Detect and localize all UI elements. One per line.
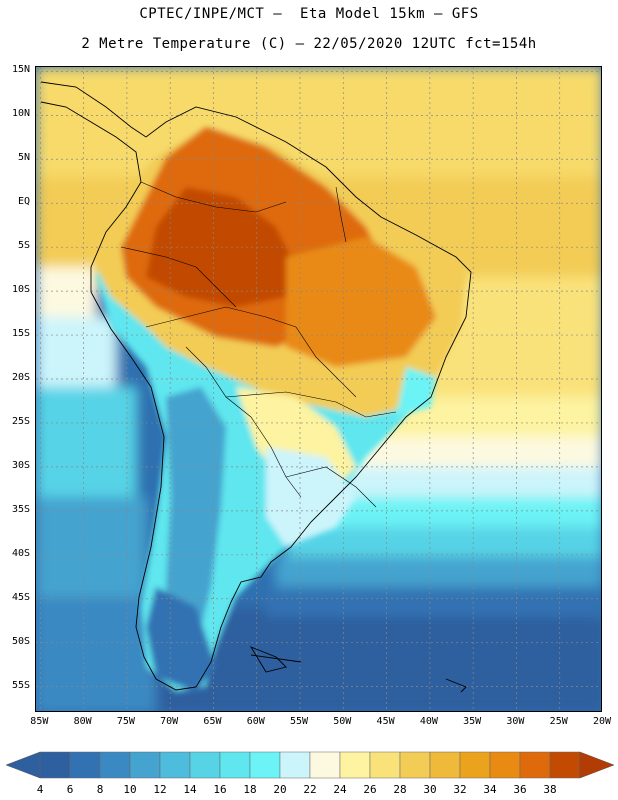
title-line-1: CPTEC/INPE/MCT – Eta Model 15km – GFS (139, 6, 479, 22)
temperature-map (36, 67, 601, 711)
colorbar-segment (249, 751, 281, 779)
lat-label-40s: 40S (11, 547, 30, 559)
colorbar-segment (399, 751, 431, 779)
colorbar-label: 24 (333, 783, 347, 796)
colorbar-segment (159, 751, 191, 779)
lat-label-5s: 5S (17, 240, 30, 252)
lat-label-10s: 10S (11, 284, 30, 296)
lon-label-70w: 70W (160, 716, 179, 727)
lon-label-60w: 60W (246, 716, 265, 727)
colorbar-label: 6 (66, 783, 74, 796)
colorbar-label: 38 (543, 783, 557, 796)
country-borders (120, 181, 397, 508)
colorbar-label: 34 (483, 783, 497, 796)
colorbar-segment (459, 751, 491, 779)
colorbar-segment (369, 751, 401, 779)
colorbar-segment (519, 751, 551, 779)
lon-label-20w: 20W (592, 716, 612, 727)
lon-label-80w: 80W (73, 716, 92, 727)
lon-label-25w: 25W (549, 716, 568, 727)
colorbar-segment (489, 751, 521, 779)
colorbar-segment (69, 751, 101, 779)
lon-label-30w: 30W (506, 716, 525, 727)
coastline (40, 81, 472, 693)
title-line-2: 2 Metre Temperature (C) – 22/05/2020 12U… (81, 36, 537, 52)
lon-label-65w: 65W (203, 716, 222, 727)
lat-label-30s: 30S (11, 459, 30, 471)
colorbar-label: 36 (513, 783, 527, 796)
colorbar-segment (339, 751, 371, 779)
colorbar-segment (129, 751, 161, 779)
lat-label-eq: EQ (17, 196, 30, 208)
lat-label-5n: 5N (17, 152, 30, 164)
colorbar-label: 26 (363, 783, 377, 796)
colorbar-label: 30 (423, 783, 437, 796)
lat-label-55s: 55S (11, 679, 30, 691)
colorbar-segment (429, 751, 461, 779)
colorbar-segment (99, 751, 131, 779)
colorbar-segment (189, 751, 221, 779)
lon-label-40w: 40W (419, 716, 438, 727)
lon-label-35w: 35W (463, 716, 482, 727)
colorbar-label: 32 (453, 783, 467, 796)
map-plot-area (35, 66, 602, 712)
colorbar-label: 28 (393, 783, 407, 796)
colorbar-segment (279, 751, 311, 779)
lat-label-20s: 20S (11, 372, 30, 383)
colorbar-label: 14 (183, 783, 197, 796)
colorbar-label: 22 (303, 783, 317, 796)
colorbar-label: 16 (213, 783, 227, 796)
lon-label-45w: 45W (376, 716, 395, 727)
lat-label-15s: 15S (11, 328, 30, 340)
colorbar-label: 20 (273, 783, 287, 796)
colorbar-label: 12 (153, 783, 167, 796)
lat-label-35s: 35S (11, 503, 30, 515)
colorbar-left-arrow (5, 751, 41, 779)
lon-label-75w: 75W (116, 716, 135, 727)
colorbar-segment (39, 751, 71, 779)
lat-label-25s: 25S (11, 415, 30, 427)
lat-label-10n: 10N (11, 108, 30, 120)
colorbar-segment (309, 751, 341, 779)
lat-label-45s: 45S (11, 591, 30, 603)
colorbar-right-arrow (579, 751, 615, 779)
colorbar-label: 10 (123, 783, 137, 796)
colorbar-segment (549, 751, 581, 779)
lat-label-15n: 15N (11, 64, 30, 76)
colorbar-segment (219, 751, 251, 779)
lon-label-85w: 85W (30, 716, 49, 727)
colorbar-label: 8 (96, 783, 104, 796)
colorbar-label: 4 (36, 783, 44, 796)
lon-label-50w: 50W (333, 716, 352, 727)
lon-label-55w: 55W (289, 716, 309, 727)
lat-label-50s: 50S (11, 635, 30, 647)
colorbar-label: 18 (243, 783, 257, 796)
